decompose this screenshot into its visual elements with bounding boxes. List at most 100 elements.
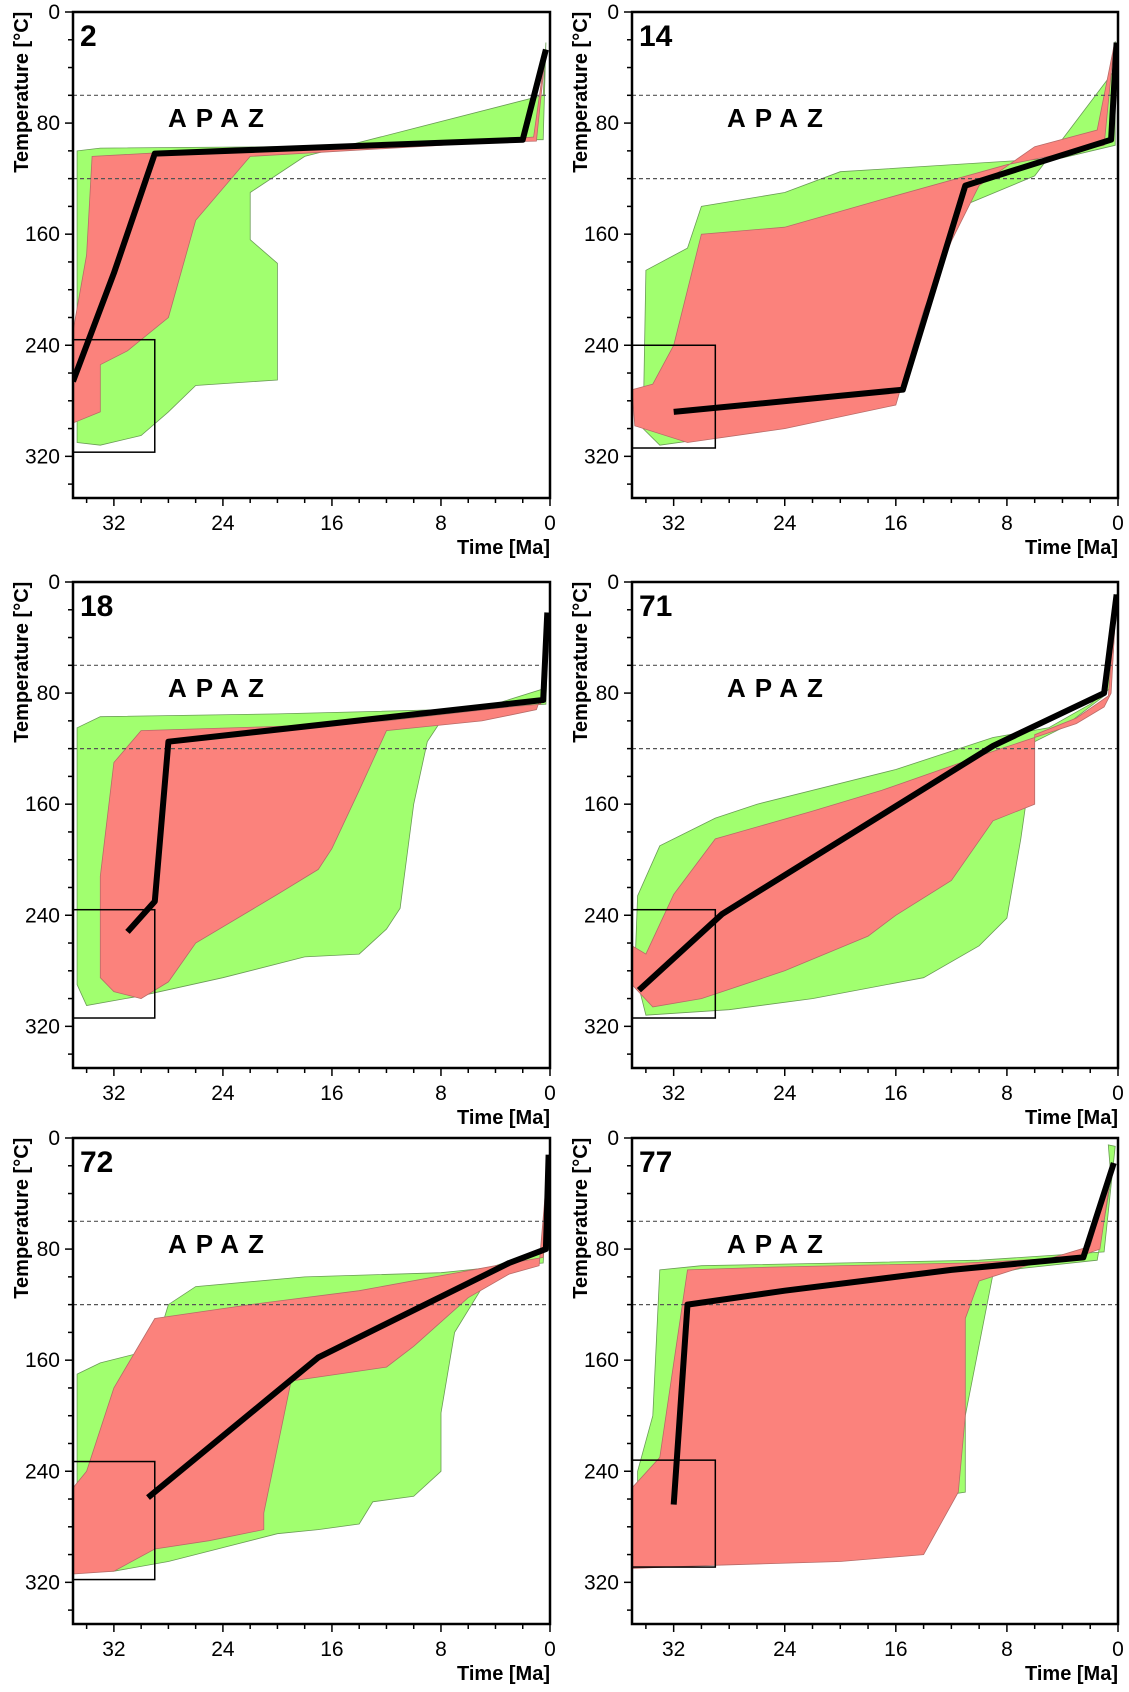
panel-77-y-tick-label: 320	[584, 1571, 619, 1594]
panel-77-sample-id: 77	[639, 1146, 672, 1179]
panel-18-sample-id: 18	[80, 590, 113, 623]
panel-71-y-tick-label: 160	[584, 793, 619, 816]
panel-18-x-tick-label: 24	[211, 1082, 235, 1105]
panel-14-sample-id: 14	[639, 20, 673, 53]
panel-2-x-tick-label: 16	[320, 512, 343, 535]
panel-14-x-axis-title: Time [Ma]	[1025, 537, 1118, 559]
panel-2-x-axis-title: Time [Ma]	[457, 537, 550, 559]
panel-72-x-tick-label: 8	[435, 1638, 447, 1661]
panel-18-x-tick-label: 16	[320, 1082, 343, 1105]
panel-2-x-tick-label: 8	[435, 512, 447, 535]
panel-71-apaz-label: APAZ	[727, 673, 832, 703]
panel-77-constraint-box	[632, 1459, 717, 1568]
panel-72-y-tick-label: 320	[25, 1571, 60, 1594]
panel-71-y-tick-label: 80	[596, 682, 619, 705]
panel-2-plot-area	[73, 42, 550, 453]
panel-72-y-tick-label: 0	[48, 1127, 60, 1150]
panel-2-sample-id: 2	[80, 20, 97, 53]
panel-18-apaz-label: APAZ	[168, 673, 273, 703]
panel-14-constraint-box	[632, 344, 717, 449]
panel-77-y-tick-label: 0	[607, 1127, 619, 1150]
panel-2-x-tick-label: 0	[544, 512, 556, 535]
panel-18-constraint-box	[73, 908, 156, 1019]
panel-2-x-tick-label: 24	[211, 512, 235, 535]
panel-18-y-axis-title: Temperature [°C]	[11, 582, 33, 743]
panel-77-x-tick-label: 24	[773, 1638, 797, 1661]
panel-77-apaz-label: APAZ	[727, 1229, 832, 1259]
panel-2-y-tick-label: 240	[25, 334, 60, 357]
panel-77-good-envelope	[632, 1172, 1112, 1569]
panel-72-constraint-box	[73, 1460, 156, 1581]
panel-71-y-axis-title: Temperature [°C]	[570, 582, 592, 743]
panel-71-x-tick-label: 8	[1001, 1082, 1013, 1105]
panel-77-best-fit-path	[670, 1162, 1117, 1505]
panel-71-frame	[630, 580, 1120, 1070]
panel-14-apaz-label: APAZ	[727, 103, 832, 133]
panel-14-best-fit-path	[673, 42, 1118, 415]
panel-72-x-tick-label: 32	[102, 1638, 125, 1661]
panel-14-y-tick-label: 0	[607, 1, 619, 24]
panel-72-x-tick-label: 16	[320, 1638, 343, 1661]
panel-77-plot-area	[632, 1144, 1118, 1569]
panel-2-y-tick-label: 320	[25, 445, 60, 468]
panel-14-good-envelope	[632, 46, 1115, 443]
panel-72-x-axis-title: Time [Ma]	[457, 1663, 550, 1685]
panel-72-frame	[71, 1136, 552, 1626]
panel-72-y-tick-label: 160	[25, 1349, 60, 1372]
panel-14-x-tick-label: 32	[662, 512, 685, 535]
panel-71-plot-area	[632, 593, 1118, 1019]
panel-18-frame	[71, 580, 552, 1070]
panel-14-x-tick-label: 0	[1112, 512, 1124, 535]
panel-71-x-tick-label: 0	[1112, 1082, 1124, 1105]
panel-2-x-tick-label: 32	[102, 512, 125, 535]
panel-2-y-tick-label: 0	[48, 1, 60, 24]
panel-77-y-tick-label: 160	[584, 1349, 619, 1372]
panel-77-x-tick-label: 8	[1001, 1638, 1013, 1661]
panel-72-y-tick-label: 240	[25, 1460, 60, 1483]
panel-72-best-fit-path	[146, 1154, 550, 1500]
panel-71-x-tick-label: 24	[773, 1082, 797, 1105]
panel-71-y-tick-label: 320	[584, 1015, 619, 1038]
panel-2-constraint-box	[73, 338, 156, 453]
panel-18-best-fit-path	[125, 612, 550, 934]
panel-77-y-axis-title: Temperature [°C]	[570, 1138, 592, 1299]
panel-77-x-tick-label: 16	[884, 1638, 907, 1661]
panel-18-y-tick-label: 0	[48, 571, 60, 594]
panel-14-frame	[630, 10, 1120, 500]
panel-71-x-tick-label: 16	[884, 1082, 907, 1105]
panel-72-y-tick-label: 80	[37, 1238, 60, 1261]
panel-77-x-axis-title: Time [Ma]	[1025, 1663, 1118, 1685]
panel-2-apaz-label: APAZ	[168, 103, 273, 133]
panel-18-x-tick-label: 0	[544, 1082, 556, 1105]
panel-2-y-tick-label: 160	[25, 223, 60, 246]
panel-71-constraint-box	[632, 908, 717, 1019]
panel-18-y-tick-label: 80	[37, 682, 60, 705]
panel-18-plot-area	[73, 612, 550, 1019]
panel-72-apaz-label: APAZ	[168, 1229, 273, 1259]
panel-72-x-tick-label: 24	[211, 1638, 235, 1661]
panel-18-x-tick-label: 8	[435, 1082, 447, 1105]
panel-71-best-fit-path	[636, 594, 1118, 993]
panel-71-y-tick-label: 240	[584, 904, 619, 927]
panel-14-x-tick-label: 8	[1001, 512, 1013, 535]
panel-14-y-tick-label: 320	[584, 445, 619, 468]
panel-14-x-tick-label: 16	[884, 512, 907, 535]
panel-71-x-tick-label: 32	[662, 1082, 685, 1105]
panel-71-y-tick-label: 0	[607, 571, 619, 594]
panel-72-sample-id: 72	[80, 1146, 113, 1179]
panel-72-x-tick-label: 0	[544, 1638, 556, 1661]
panel-14-x-tick-label: 24	[773, 512, 797, 535]
panel-72-y-axis-title: Temperature [°C]	[11, 1138, 33, 1299]
panel-77-y-tick-label: 80	[596, 1238, 619, 1261]
panel-77-x-tick-label: 32	[662, 1638, 685, 1661]
panel-2-y-tick-label: 80	[37, 112, 60, 135]
panel-18-y-tick-label: 240	[25, 904, 60, 927]
panel-18-y-tick-label: 320	[25, 1015, 60, 1038]
panel-71-sample-id: 71	[639, 590, 672, 623]
